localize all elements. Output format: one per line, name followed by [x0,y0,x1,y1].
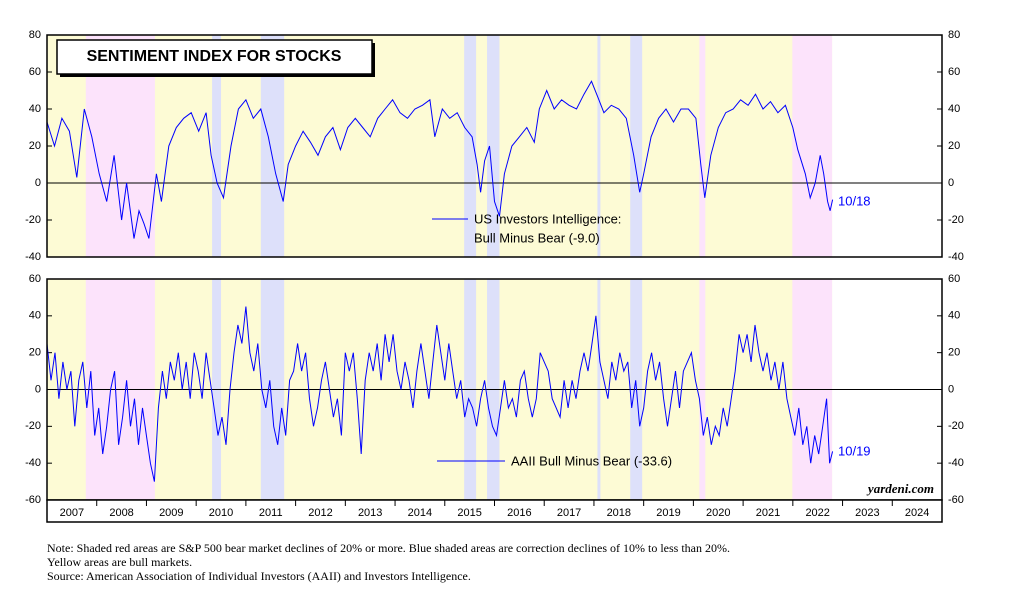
y-tick-label: 0 [35,177,41,189]
shaded-region [464,35,477,257]
end-label: 10/19 [838,443,871,458]
legend-label: Bull Minus Bear (-9.0) [474,230,600,245]
y-tick-label: -20 [25,214,41,226]
x-tick-label: 2014 [408,507,432,519]
x-tick-label: 2021 [756,507,780,519]
x-tick-label: 2012 [308,507,332,519]
y2-tick-label: -20 [948,214,964,226]
x-tick-label: 2018 [607,507,631,519]
y-tick-label: -40 [25,457,41,469]
y2-tick-label: 20 [948,140,960,152]
x-tick-label: 2022 [805,507,829,519]
y2-tick-label: -60 [948,494,964,506]
x-tick-label: 2017 [557,507,581,519]
shaded-region [792,35,833,257]
x-tick-label: 2024 [905,507,929,519]
shaded-region [699,35,706,257]
y2-tick-label: 40 [948,103,960,115]
note: Yellow areas are bull markets. [47,555,192,569]
note: Source: American Association of Individu… [47,569,471,583]
y2-tick-label: -40 [948,457,964,469]
y2-tick-label: 0 [948,383,954,395]
y-tick-label: 40 [29,310,41,322]
y2-tick-label: 0 [948,177,954,189]
x-tick-label: 2011 [259,507,283,519]
plot-frame [46,34,943,258]
y-tick-label: 20 [29,347,41,359]
x-tick-label: 2023 [855,507,879,519]
y-tick-label: -40 [25,251,41,263]
y-tick-label: 60 [29,66,41,78]
data-line [46,80,834,239]
x-tick-label: 2019 [656,507,680,519]
y-tick-label: 0 [35,383,41,395]
y2-tick-label: -40 [948,251,964,263]
shaded-region [597,35,601,257]
y-tick-label: 60 [29,273,41,285]
legend-label: AAII Bull Minus Bear (-33.6) [511,453,672,468]
y2-tick-label: 60 [948,273,960,285]
y-tick-label: 20 [29,140,41,152]
y-tick-label: 80 [29,29,41,41]
x-tick-label: 2016 [507,507,531,519]
y2-tick-label: -20 [948,420,964,432]
watermark: yardeni.com [866,481,934,496]
shaded-region [212,35,222,257]
x-tick-label: 2015 [457,507,481,519]
note: Note: Shaded red areas are S&P 500 bear … [47,541,730,555]
y2-tick-label: 80 [948,29,960,41]
legend-label: US Investors Intelligence: [474,211,621,226]
shaded-region [260,35,285,257]
y-tick-label: 40 [29,103,41,115]
x-tick-label: 2008 [109,507,133,519]
chart-title: SENTIMENT INDEX FOR STOCKS [87,48,342,65]
y2-tick-label: 60 [948,66,960,78]
x-tick-label: 2020 [706,507,730,519]
y2-tick-label: 20 [948,347,960,359]
y2-tick-label: 40 [948,310,960,322]
shaded-region [487,35,500,257]
data-line [46,306,834,482]
y-tick-label: -20 [25,420,41,432]
y-tick-label: -60 [25,494,41,506]
x-tick-label: 2009 [159,507,183,519]
x-tick-label: 2010 [209,507,233,519]
end-label: 10/18 [838,193,871,208]
x-tick-label: 2013 [358,507,382,519]
shaded-region [630,35,643,257]
title-box [56,39,373,75]
x-tick-label: 2007 [60,507,84,519]
